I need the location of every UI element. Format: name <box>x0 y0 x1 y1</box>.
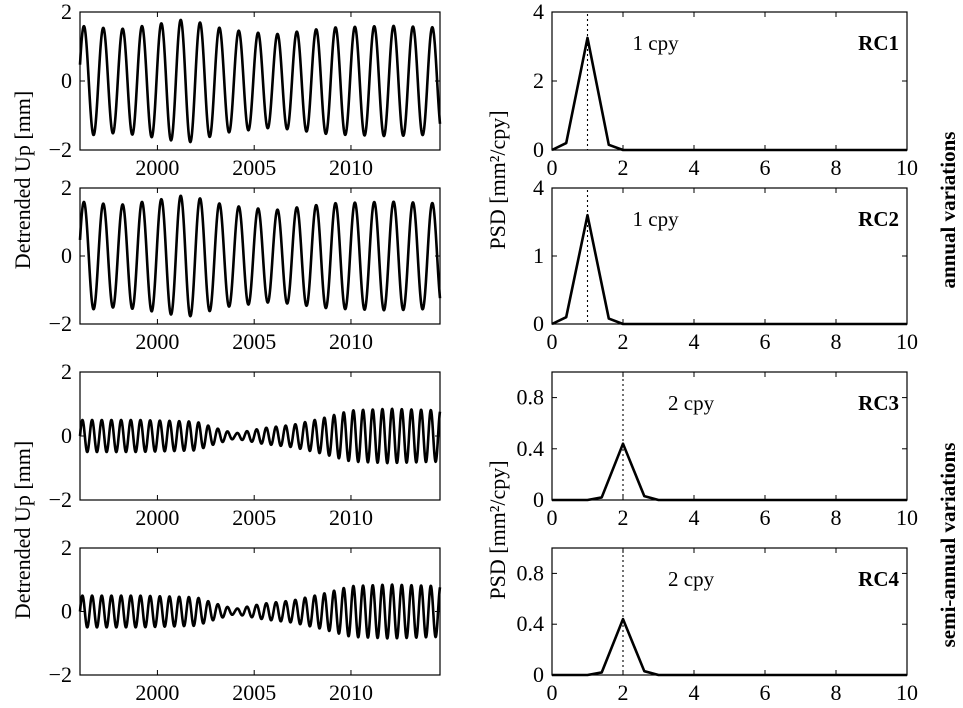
frequency-annotation: 1 cpy <box>633 31 680 55</box>
x-tick-label: 2 <box>618 680 629 705</box>
series-line <box>552 444 907 500</box>
y-tick-label: 0 <box>533 311 544 336</box>
x-tick-label: 10 <box>896 155 918 180</box>
y-tick-label: 0 <box>61 68 72 93</box>
x-tick-label: 2 <box>618 329 629 354</box>
component-label: RC4 <box>858 567 899 591</box>
x-tick-label: 2005 <box>232 155 276 180</box>
side-label-semi-annual: semi-annual variations <box>936 443 960 648</box>
y-tick-label: 0 <box>61 243 72 268</box>
y-tick-label: 2 <box>61 535 72 560</box>
x-tick-label: 4 <box>689 505 700 530</box>
x-tick-label: 2000 <box>135 155 179 180</box>
x-tick-label: 10 <box>896 680 918 705</box>
left-y-axis-label-top: Detrended Up [mm] <box>10 91 35 269</box>
x-tick-label: 6 <box>760 155 771 180</box>
side-label-annual: annual variations <box>936 132 960 289</box>
panel-time-RC2: 2000 2005 2010 −2 0 2 <box>49 175 440 354</box>
x-tick-label: 0 <box>547 505 558 530</box>
x-tick-label: 0 <box>547 680 558 705</box>
panel-time-RC3: 2000 2005 2010 −2 0 2 <box>49 359 440 530</box>
y-tick-label: 2 <box>61 0 72 24</box>
right-y-axis-label-top: PSD [mm²/cpy] <box>485 110 510 249</box>
series-line <box>80 585 440 639</box>
component-label: RC1 <box>858 31 899 55</box>
x-tick-label: 2010 <box>329 155 373 180</box>
frequency-annotation: 1 cpy <box>633 207 680 231</box>
frequency-annotation: 2 cpy <box>668 567 715 591</box>
y-tick-label: 1 <box>533 243 544 268</box>
y-tick-label: 0.8 <box>517 385 545 410</box>
y-tick-label: 0 <box>533 662 544 687</box>
x-tick-label: 2000 <box>135 329 179 354</box>
x-tick-label: 8 <box>831 680 842 705</box>
component-label: RC3 <box>858 391 899 415</box>
component-label: RC2 <box>858 207 899 231</box>
y-tick-label: 2 <box>61 175 72 200</box>
y-tick-label: 2 <box>533 68 544 93</box>
series-line <box>80 20 440 142</box>
series-line <box>552 215 907 324</box>
series-line <box>80 409 440 463</box>
x-tick-label: 8 <box>831 505 842 530</box>
y-tick-label: 0 <box>61 599 72 624</box>
y-tick-label: 0 <box>533 487 544 512</box>
x-tick-label: 0 <box>547 155 558 180</box>
x-tick-label: 2005 <box>232 680 276 705</box>
panel-psd-RC4: 0 2 4 6 8 10 0 0.4 0.8 2 cpy RC4 <box>517 548 919 705</box>
x-tick-label: 4 <box>689 680 700 705</box>
frequency-annotation: 2 cpy <box>668 391 715 415</box>
y-tick-label: −2 <box>49 137 72 162</box>
x-tick-label: 2 <box>618 155 629 180</box>
y-tick-label: 0.4 <box>517 436 545 461</box>
panel-time-RC1: 2000 2005 2010 −2 0 2 <box>49 0 440 180</box>
x-tick-label: 2005 <box>232 505 276 530</box>
x-tick-label: 4 <box>689 155 700 180</box>
y-tick-label: −2 <box>49 662 72 687</box>
x-tick-label: 10 <box>896 329 918 354</box>
right-y-axis-label-bottom: PSD [mm²/cpy] <box>485 460 510 599</box>
panel-psd-RC1: 0 2 4 6 8 10 0 2 4 1 cpy RC1 <box>533 0 918 180</box>
x-tick-label: 2010 <box>329 680 373 705</box>
x-tick-label: 2010 <box>329 505 373 530</box>
y-tick-label: 0 <box>533 137 544 162</box>
series-line <box>552 619 907 675</box>
x-tick-label: 2 <box>618 505 629 530</box>
y-tick-label: −2 <box>49 487 72 512</box>
y-tick-label: 4 <box>533 0 544 24</box>
x-tick-label: 0 <box>547 329 558 354</box>
y-tick-label: −2 <box>49 311 72 336</box>
panel-psd-RC3: 0 2 4 6 8 10 0 0.4 0.8 2 cpy RC3 <box>517 372 919 530</box>
x-tick-label: 8 <box>831 155 842 180</box>
series-line <box>80 196 440 316</box>
panel-psd-RC2: 0 2 4 6 8 10 0 1 4 1 cpy RC2 <box>533 175 918 354</box>
x-tick-label: 2000 <box>135 505 179 530</box>
x-tick-label: 4 <box>689 329 700 354</box>
y-tick-label: 4 <box>533 175 544 200</box>
axes-box <box>552 372 907 500</box>
panel-time-RC4: 2000 2005 2010 −2 0 2 <box>49 535 440 705</box>
y-tick-label: 2 <box>61 359 72 384</box>
axes-box <box>552 548 907 675</box>
series-line <box>552 38 907 150</box>
x-tick-label: 6 <box>760 329 771 354</box>
y-tick-label: 0.4 <box>517 611 545 636</box>
y-tick-label: 0.8 <box>517 560 545 585</box>
x-tick-label: 6 <box>760 680 771 705</box>
x-tick-label: 2005 <box>232 329 276 354</box>
x-tick-label: 2000 <box>135 680 179 705</box>
x-tick-label: 2010 <box>329 329 373 354</box>
left-y-axis-label-bottom: Detrended Up [mm] <box>10 441 35 619</box>
x-tick-label: 6 <box>760 505 771 530</box>
x-tick-label: 10 <box>896 505 918 530</box>
y-tick-label: 0 <box>61 423 72 448</box>
x-tick-label: 8 <box>831 329 842 354</box>
